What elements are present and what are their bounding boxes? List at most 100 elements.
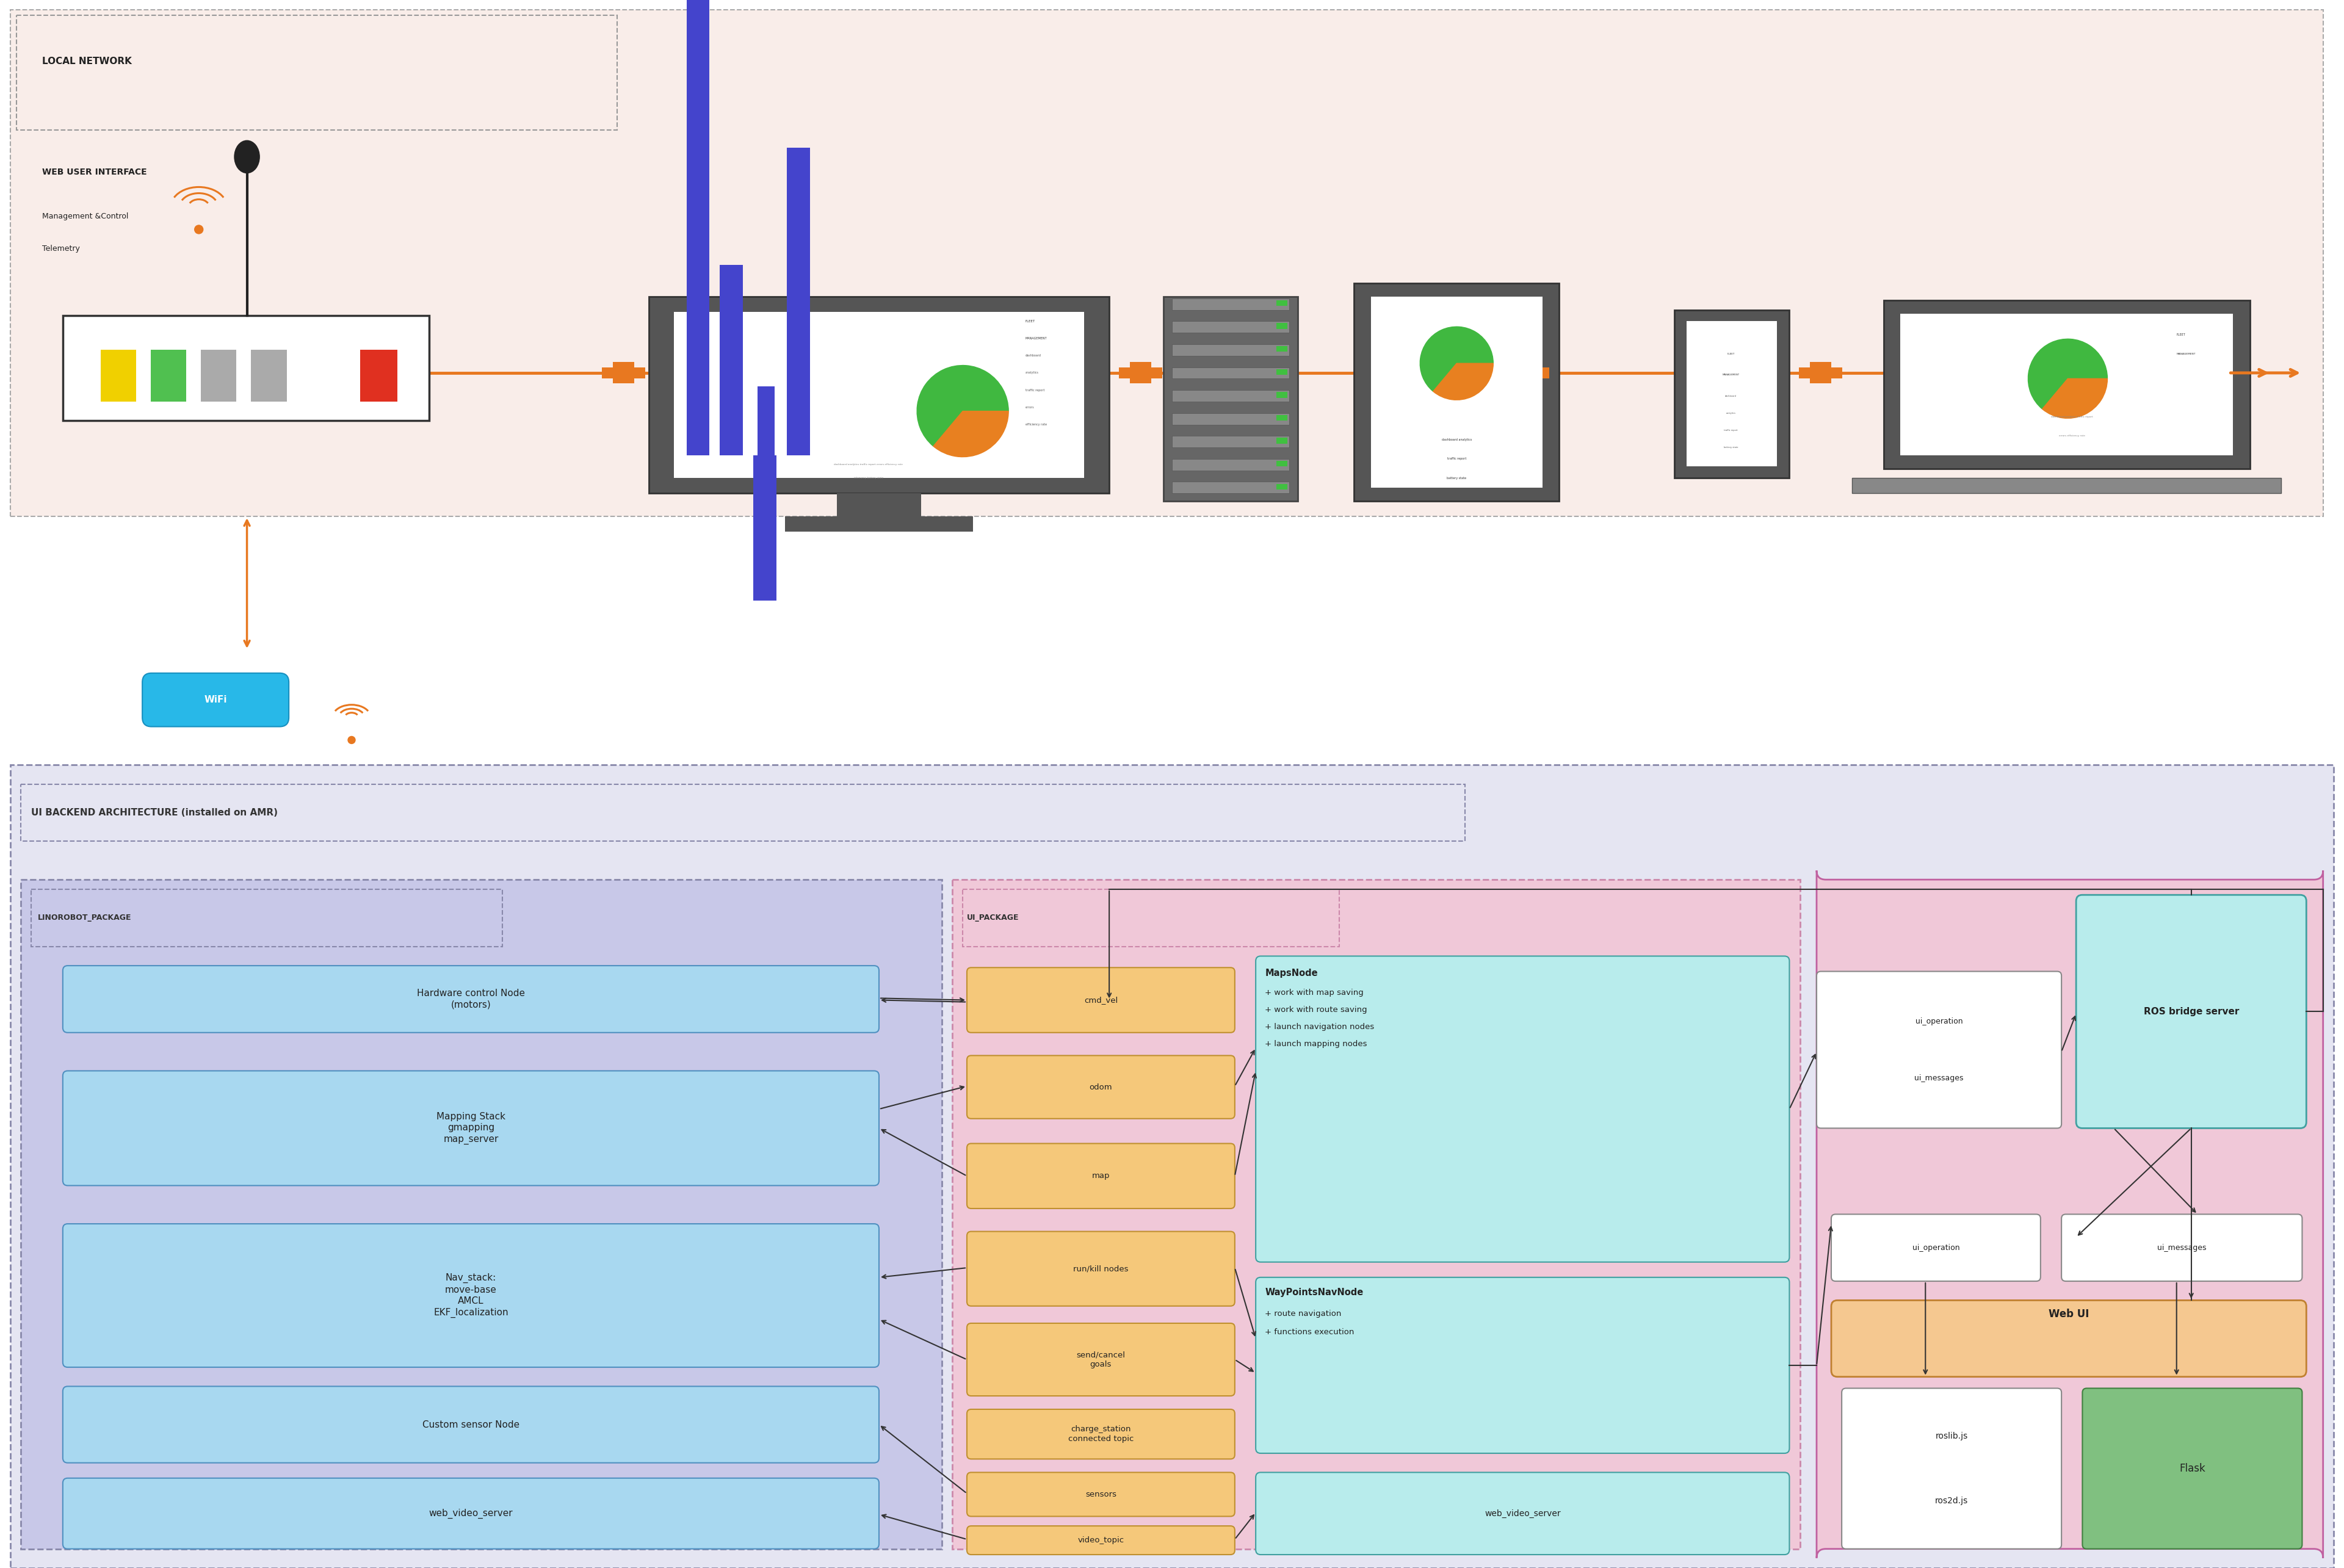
FancyBboxPatch shape [1688, 321, 1777, 467]
FancyBboxPatch shape [602, 367, 614, 378]
Text: dashboard: dashboard [1725, 395, 1737, 397]
Text: web_video_server: web_video_server [429, 1508, 513, 1518]
FancyBboxPatch shape [963, 889, 1338, 947]
FancyBboxPatch shape [1172, 436, 1289, 447]
FancyBboxPatch shape [1817, 972, 2060, 1129]
FancyBboxPatch shape [1277, 299, 1287, 306]
FancyBboxPatch shape [1810, 362, 1831, 384]
Text: ui_messages: ui_messages [1915, 1074, 1964, 1082]
FancyBboxPatch shape [1172, 390, 1289, 401]
FancyBboxPatch shape [757, 386, 776, 455]
FancyBboxPatch shape [1130, 362, 1151, 384]
FancyBboxPatch shape [1256, 1472, 1788, 1554]
FancyBboxPatch shape [675, 312, 1085, 478]
Text: Flask: Flask [2180, 1463, 2206, 1474]
Text: + work with map saving: + work with map saving [1266, 989, 1364, 997]
Text: roslib.js: roslib.js [1936, 1432, 1969, 1441]
FancyBboxPatch shape [1817, 870, 2323, 1559]
Text: map: map [1092, 1171, 1109, 1181]
Wedge shape [2042, 378, 2107, 419]
Circle shape [347, 737, 356, 743]
FancyBboxPatch shape [1172, 298, 1289, 310]
Text: LOCAL NETWORK: LOCAL NETWORK [42, 56, 131, 66]
Text: analytics: analytics [1725, 412, 1735, 414]
FancyBboxPatch shape [792, 411, 811, 455]
FancyBboxPatch shape [1172, 459, 1289, 470]
Text: FLEET: FLEET [1728, 353, 1735, 354]
FancyBboxPatch shape [614, 362, 635, 384]
FancyBboxPatch shape [63, 1071, 879, 1185]
Text: ui_operation: ui_operation [1913, 1243, 1960, 1251]
FancyBboxPatch shape [1172, 345, 1289, 356]
Text: traffic report: traffic report [1446, 458, 1467, 461]
Text: dashboard analytics: dashboard analytics [1442, 439, 1472, 441]
FancyBboxPatch shape [952, 880, 1800, 1549]
Text: telemetry battery state: telemetry battery state [853, 477, 884, 480]
Text: + work with route saving: + work with route saving [1266, 1005, 1367, 1014]
FancyBboxPatch shape [722, 405, 738, 455]
FancyBboxPatch shape [966, 967, 1235, 1033]
FancyBboxPatch shape [63, 315, 429, 420]
FancyBboxPatch shape [1163, 296, 1299, 502]
Text: sensors: sensors [1085, 1491, 1116, 1499]
Wedge shape [1420, 326, 1493, 392]
Text: FLEET: FLEET [1027, 320, 1036, 323]
FancyBboxPatch shape [1901, 314, 2234, 455]
Text: + functions execution: + functions execution [1266, 1328, 1355, 1336]
Wedge shape [2028, 339, 2107, 409]
Text: errors: errors [1027, 406, 1034, 409]
FancyBboxPatch shape [649, 296, 1109, 494]
FancyBboxPatch shape [687, 423, 703, 455]
FancyBboxPatch shape [687, 0, 710, 455]
Text: WEB USER INTERFACE: WEB USER INTERFACE [42, 168, 148, 176]
FancyBboxPatch shape [1277, 416, 1287, 420]
FancyBboxPatch shape [966, 1143, 1235, 1209]
FancyBboxPatch shape [1277, 461, 1287, 467]
Text: ROS bridge server: ROS bridge server [2142, 1007, 2239, 1016]
Text: + launch mapping nodes: + launch mapping nodes [1266, 1040, 1367, 1047]
FancyBboxPatch shape [966, 1410, 1235, 1458]
Text: battery state: battery state [1723, 447, 1737, 448]
FancyBboxPatch shape [1172, 367, 1289, 378]
Text: WayPointsNavNode: WayPointsNavNode [1266, 1287, 1364, 1297]
Text: cmd_vel: cmd_vel [1083, 996, 1118, 1004]
FancyBboxPatch shape [63, 1223, 879, 1367]
Text: send/cancel
goals: send/cancel goals [1076, 1350, 1125, 1369]
Text: + route navigation: + route navigation [1266, 1309, 1341, 1319]
Text: analytics: analytics [1027, 372, 1038, 375]
FancyBboxPatch shape [2060, 1214, 2302, 1281]
Text: video_topic: video_topic [1078, 1537, 1125, 1544]
FancyBboxPatch shape [63, 1479, 879, 1549]
Text: Web UI: Web UI [2049, 1309, 2089, 1320]
FancyBboxPatch shape [1852, 478, 2281, 494]
Text: efficiency rate: efficiency rate [1027, 423, 1048, 426]
Text: dashboard: dashboard [1027, 354, 1041, 358]
FancyBboxPatch shape [1831, 1214, 2042, 1281]
FancyBboxPatch shape [2077, 895, 2306, 1129]
Text: battery state: battery state [1446, 477, 1467, 480]
Text: traffic report: traffic report [1027, 389, 1045, 392]
Text: MANAGEMENT: MANAGEMENT [1027, 337, 1048, 340]
FancyBboxPatch shape [1842, 1388, 2060, 1549]
FancyBboxPatch shape [966, 1231, 1235, 1306]
FancyBboxPatch shape [1118, 367, 1130, 378]
FancyBboxPatch shape [966, 1472, 1235, 1516]
Ellipse shape [234, 141, 260, 172]
FancyBboxPatch shape [1172, 321, 1289, 332]
FancyBboxPatch shape [785, 516, 973, 532]
FancyBboxPatch shape [1507, 367, 1517, 378]
Text: ui_operation: ui_operation [1915, 1018, 1962, 1025]
Text: UI_PACKAGE: UI_PACKAGE [966, 914, 1020, 922]
Text: Management &Control: Management &Control [42, 212, 129, 220]
FancyBboxPatch shape [1277, 347, 1287, 351]
FancyBboxPatch shape [1831, 1300, 2306, 1377]
Text: dashboard analytics traffic report errors efficiency rate: dashboard analytics traffic report error… [834, 464, 902, 466]
FancyBboxPatch shape [1277, 485, 1287, 489]
FancyBboxPatch shape [635, 367, 645, 378]
FancyBboxPatch shape [30, 889, 502, 947]
Text: web_video_server: web_video_server [1484, 1508, 1561, 1518]
FancyBboxPatch shape [101, 350, 136, 401]
FancyBboxPatch shape [1371, 296, 1542, 488]
Text: MANAGEMENT: MANAGEMENT [2178, 353, 2196, 354]
FancyBboxPatch shape [9, 9, 2323, 516]
